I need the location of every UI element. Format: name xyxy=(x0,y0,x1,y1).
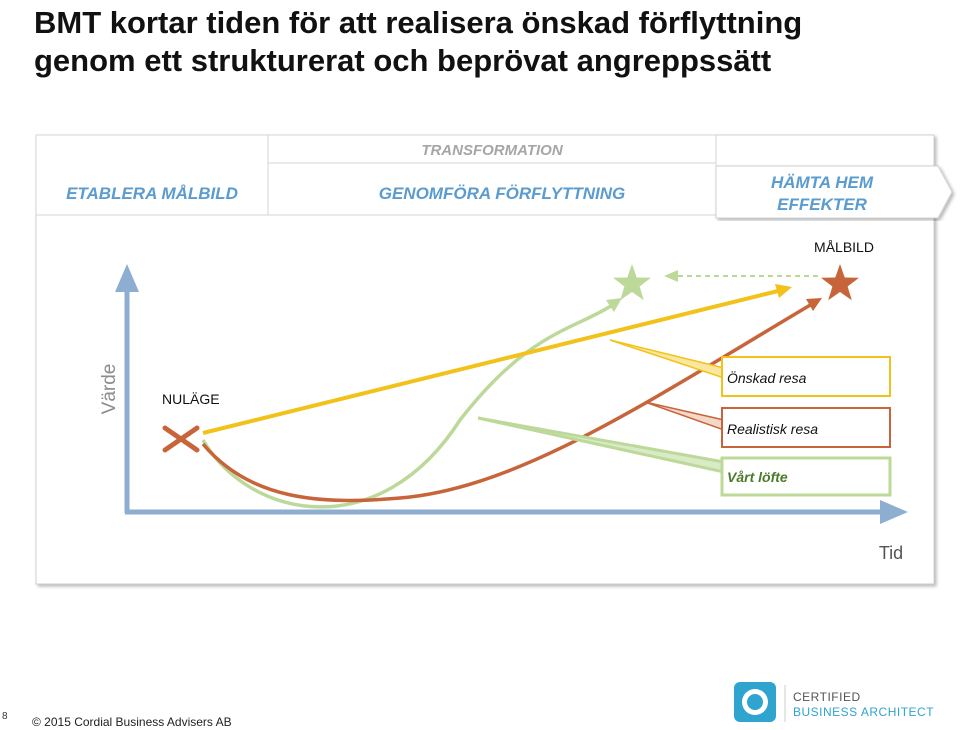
phase-execute-label: GENOMFÖRA FÖRFLYTTNING xyxy=(379,184,625,203)
desired-line xyxy=(202,289,779,435)
target-state-label: MÅLBILD xyxy=(814,239,874,255)
promise-curve-arrowhead xyxy=(606,298,622,312)
legend-box-desired xyxy=(721,356,891,397)
legend-label-realistic: Realistisk resa xyxy=(727,421,818,437)
slide-title-line2: genom ett strukturerat och beprövat angr… xyxy=(34,43,772,78)
y-axis-label: Värde xyxy=(99,364,120,415)
realistic-curve xyxy=(201,302,813,503)
legend-box-promise xyxy=(720,456,892,497)
y-axis-arrowhead xyxy=(115,264,139,292)
current-state-cross-icon xyxy=(162,425,200,453)
footer-copyright: © 2015 Cordial Business Advisers AB xyxy=(32,715,232,729)
desired-line-arrowhead xyxy=(775,284,792,298)
legend-box-realistic xyxy=(721,407,891,448)
logo-line1: CERTIFIED xyxy=(793,690,861,704)
phase-box-establish xyxy=(35,134,269,216)
logo-wordmark: CERTIFIED BUSINESS ARCHITECT xyxy=(793,690,934,720)
promise-star-icon xyxy=(613,264,651,301)
page-number: 8 xyxy=(2,711,8,722)
phase-harvest-label-line2: EFFEKTER xyxy=(777,195,867,214)
current-state-label: NULÄGE xyxy=(162,391,220,407)
transformation-label: TRANSFORMATION xyxy=(421,142,564,159)
phase-box-harvest xyxy=(715,165,953,219)
promise-gap-arrowhead xyxy=(664,270,678,282)
promise-curve xyxy=(201,302,615,509)
x-axis-label: Tid xyxy=(879,543,903,563)
realistic-curve-arrowhead xyxy=(806,298,822,311)
slide-title: BMT kortar tiden för att realisera önska… xyxy=(34,4,944,80)
logo-line2: BUSINESS ARCHITECT xyxy=(793,705,935,719)
slide-title-line1: BMT kortar tiden för att realisera önska… xyxy=(34,5,803,40)
cba-logo-icon xyxy=(734,682,776,722)
target-star-icon xyxy=(821,264,859,301)
phase-harvest-label-line1: HÄMTA HEM xyxy=(771,173,874,192)
x-axis-arrowhead xyxy=(880,500,908,524)
legend-label-desired: Önskad resa xyxy=(727,369,807,386)
phase-establish-label: ETABLERA MÅLBILD xyxy=(66,184,238,203)
legend-label-promise: Vårt löfte xyxy=(727,469,788,485)
